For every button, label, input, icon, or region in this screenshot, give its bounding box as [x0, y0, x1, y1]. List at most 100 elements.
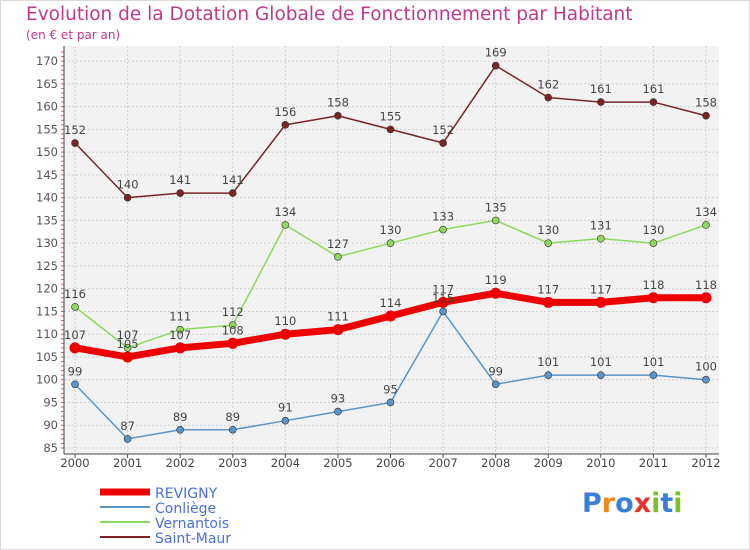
data-label: 141 [222, 173, 244, 187]
data-label: 107 [117, 328, 139, 342]
data-point [334, 253, 342, 261]
grid [64, 46, 719, 454]
x-tick-label: 2009 [534, 456, 563, 470]
data-label: 105 [117, 337, 139, 351]
data-label: 152 [432, 123, 454, 137]
data-label: 130 [642, 223, 664, 237]
data-label: 100 [695, 360, 717, 374]
logo-letter: x [633, 488, 652, 519]
data-label: 95 [383, 382, 398, 396]
data-label: 140 [117, 178, 139, 192]
data-label: 158 [695, 96, 717, 110]
series-layer [69, 61, 712, 443]
data-label: 118 [642, 278, 664, 292]
data-point [71, 303, 79, 311]
data-label: 169 [485, 46, 507, 60]
y-tick-label: 145 [36, 168, 58, 182]
y-tick-label: 85 [43, 441, 58, 455]
y-tick-label: 95 [43, 395, 58, 409]
legend-label: Vernantois [155, 516, 229, 532]
data-label: 130 [537, 223, 559, 237]
data-label: 156 [274, 105, 296, 119]
axes: 85 90 95 100 105 110 115 120 125 130 135 140 145 150 1… [36, 46, 721, 470]
data-point [386, 398, 395, 407]
data-point [439, 139, 447, 147]
data-point [281, 416, 290, 425]
legend-label: Conliège [155, 501, 216, 517]
data-point [542, 296, 554, 308]
data-point [228, 321, 237, 329]
data-point [176, 325, 184, 334]
data-label: 89 [225, 410, 240, 424]
data-label: 161 [642, 82, 664, 96]
data-point [647, 292, 659, 304]
x-tick-label: 2002 [166, 456, 195, 470]
data-point [597, 371, 605, 379]
data-point [544, 371, 553, 379]
data-point [228, 425, 237, 434]
data-label: 99 [68, 364, 83, 378]
data-label: 116 [64, 287, 86, 301]
y-tick-label: 120 [36, 282, 58, 296]
data-label: 111 [169, 310, 191, 324]
data-point [228, 189, 237, 197]
y-tick-label: 165 [36, 77, 58, 91]
y-tick-label: 100 [36, 373, 58, 387]
x-tick-label: 2003 [218, 456, 247, 470]
data-label: 131 [590, 219, 612, 233]
data-label: 112 [222, 305, 244, 319]
data-point [122, 351, 134, 363]
data-label: 101 [642, 355, 664, 369]
data-label: 108 [222, 323, 244, 337]
data-point [702, 375, 710, 384]
chart-subtitle: (en € et par an) [26, 28, 121, 42]
data-label: 114 [380, 296, 402, 310]
logo-letter: P [582, 488, 602, 519]
data-point [123, 344, 132, 352]
data-label: 119 [485, 273, 507, 287]
data-point [702, 111, 710, 120]
data-label: 89 [173, 410, 188, 424]
y-tick-label: 140 [36, 191, 58, 205]
data-point [491, 380, 500, 389]
data-label: 130 [380, 223, 402, 237]
data-point [649, 98, 658, 106]
logo-letter: r [601, 488, 616, 519]
data-point [123, 193, 132, 202]
data-point [649, 371, 658, 379]
legend-label: Saint-Maur [155, 531, 231, 547]
logo-letter: o [615, 488, 634, 519]
x-tick-label: 2000 [60, 456, 89, 470]
data-point [123, 435, 132, 443]
y-tick-label: 90 [43, 418, 58, 432]
plot-background [64, 46, 719, 454]
data-label: 99 [488, 364, 503, 378]
x-tick-label: 2010 [586, 456, 615, 470]
data-label: 107 [64, 328, 86, 342]
logo-letter: i [651, 488, 661, 519]
data-label: 91 [278, 401, 293, 415]
data-point [176, 425, 184, 434]
data-point [544, 93, 553, 102]
data-point [71, 139, 79, 147]
legend-label: REVIGNY [155, 486, 218, 502]
data-label: 117 [537, 282, 559, 296]
y-tick-label: 110 [36, 327, 58, 341]
data-label: 111 [327, 310, 349, 324]
data-label: 133 [432, 210, 454, 224]
data-label: 101 [590, 355, 612, 369]
y-tick-label: 125 [36, 259, 58, 273]
data-point [595, 296, 607, 308]
data-point [334, 111, 342, 120]
data-point [385, 310, 396, 322]
data-point [227, 337, 239, 349]
data-label: 135 [485, 200, 507, 214]
data-label: 110 [274, 314, 296, 328]
chart-title: Evolution de la Dotation Globale de Fonc… [26, 4, 633, 25]
data-point [491, 61, 500, 70]
data-point [437, 296, 449, 308]
data-label: 118 [695, 278, 717, 292]
